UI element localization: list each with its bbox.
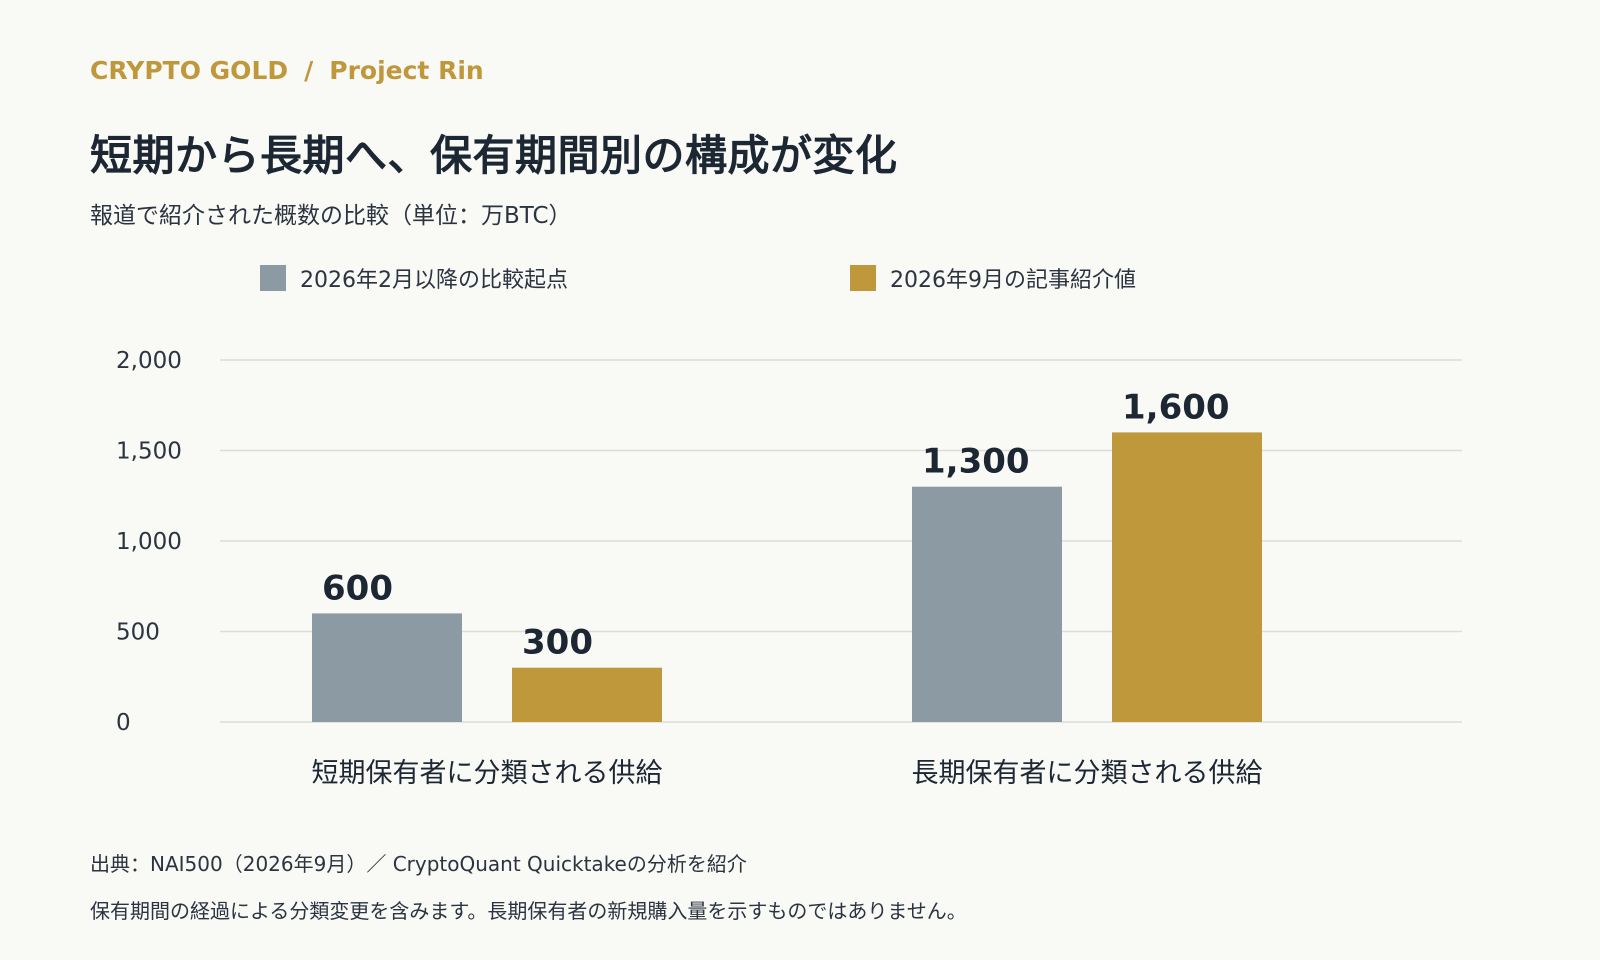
y-tick-label: 0	[116, 710, 131, 736]
bar	[1112, 432, 1262, 722]
legend-label-reported: 2026年9月の記事紹介値	[890, 268, 1136, 293]
y-tick-label: 2,000	[116, 348, 182, 374]
data-label: 1,300	[922, 442, 1030, 482]
legend-swatch-baseline	[260, 265, 286, 291]
y-tick-label: 500	[116, 620, 160, 646]
category-label: 短期保有者に分類される供給	[312, 758, 663, 789]
data-label: 300	[522, 623, 593, 663]
category-label: 長期保有者に分類される供給	[912, 758, 1263, 789]
brand-line: CRYPTO GOLD / Project Rin	[90, 56, 484, 85]
legend-item-baseline: 2026年2月以降の比較起点	[260, 262, 568, 294]
project-name: Project Rin	[329, 56, 484, 85]
y-tick-label: 1,000	[116, 529, 182, 555]
source-note: 出典：NAI500（2026年9月）／ CryptoQuant Quicktak…	[90, 852, 747, 876]
data-label: 1,600	[1122, 387, 1230, 427]
footnote: 保有期間の経過による分類変更を含みます。長期保有者の新規購入量を示すものではあり…	[90, 899, 967, 923]
y-tick-label: 1,500	[116, 439, 182, 465]
chart-title: 短期から長期へ、保有期間別の構成が変化	[90, 131, 898, 180]
bar	[312, 613, 462, 722]
brand-name: CRYPTO GOLD	[90, 56, 289, 85]
legend-item-reported: 2026年9月の記事紹介値	[850, 262, 1136, 294]
legend-label-baseline: 2026年2月以降の比較起点	[300, 268, 568, 293]
bar	[512, 667, 662, 722]
bar	[912, 486, 1062, 722]
data-label: 600	[322, 568, 393, 608]
legend-swatch-reported	[850, 265, 876, 291]
bar-chart: 0 500 1,000 1,500 2,000 600 300 短期保有者に分類される供給 1,…	[116, 348, 1462, 789]
chart-subtitle: 報道で紹介された概数の比較（単位：万BTC）	[90, 203, 572, 229]
brand-separator: /	[304, 56, 314, 85]
